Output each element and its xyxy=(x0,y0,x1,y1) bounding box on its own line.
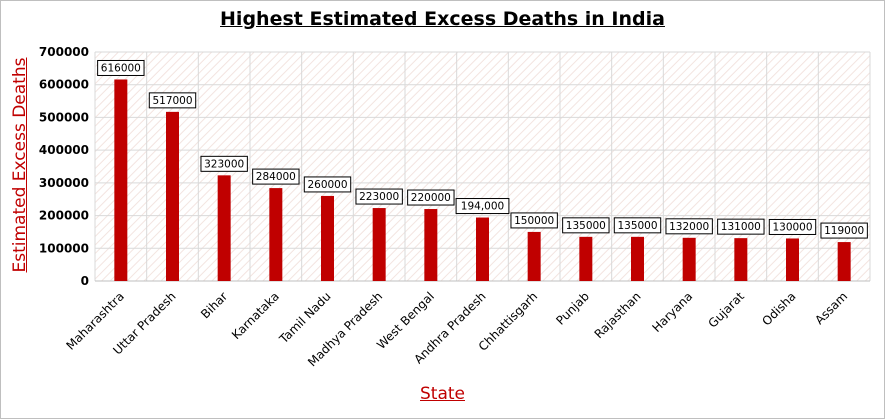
data-label-box xyxy=(510,212,558,229)
chart-title: Highest Estimated Excess Deaths in India xyxy=(220,8,665,30)
data-label: 194,000 xyxy=(461,201,504,213)
x-tick-label: Karnataka xyxy=(229,289,282,342)
data-label-box xyxy=(303,176,352,193)
bar xyxy=(476,217,489,281)
bar xyxy=(682,237,696,281)
data-label: 135000 xyxy=(566,220,606,232)
data-label-box xyxy=(820,222,868,239)
data-label: 131000 xyxy=(721,221,761,233)
y-tick-label: 200000 xyxy=(39,209,89,223)
bar xyxy=(734,238,748,281)
x-tick-label: Assam xyxy=(812,289,850,327)
data-label-box xyxy=(252,168,300,185)
data-label-box xyxy=(97,59,145,76)
data-label-box xyxy=(148,92,197,109)
bar xyxy=(269,188,283,281)
data-label-box xyxy=(665,218,713,235)
data-label: 517000 xyxy=(152,95,192,107)
data-label: 119000 xyxy=(824,225,864,237)
x-tick-label: Tamil Nadu xyxy=(276,289,334,347)
data-label-box xyxy=(455,198,510,215)
bar xyxy=(527,231,541,281)
bar xyxy=(166,111,179,281)
data-label-box xyxy=(768,218,817,235)
x-tick-label: Rajasthan xyxy=(592,289,644,341)
data-label: 135000 xyxy=(617,220,657,232)
y-tick-label: 300000 xyxy=(39,176,89,190)
y-tick-label: 400000 xyxy=(39,143,89,157)
y-tick-label: 700000 xyxy=(39,45,89,59)
data-label: 132000 xyxy=(669,221,709,233)
data-label-box xyxy=(200,155,248,172)
data-label: 284000 xyxy=(256,171,296,183)
bar xyxy=(424,209,438,281)
data-label-box xyxy=(717,218,765,235)
data-label: 220000 xyxy=(411,192,451,204)
data-label: 223000 xyxy=(359,191,399,203)
bar xyxy=(631,236,644,281)
bar xyxy=(786,238,799,281)
data-label: 323000 xyxy=(204,158,244,170)
data-label: 260000 xyxy=(307,179,347,191)
bar xyxy=(114,79,128,281)
data-label: 616000 xyxy=(101,62,141,74)
data-label-box xyxy=(613,217,662,234)
x-tick-label: Gujarat xyxy=(706,289,748,331)
y-tick-label: 100000 xyxy=(39,241,89,255)
bar xyxy=(837,242,851,281)
bar xyxy=(217,175,231,281)
data-label: 150000 xyxy=(514,215,554,227)
data-label: 130000 xyxy=(772,221,812,233)
y-tick-label: 0 xyxy=(81,274,89,288)
y-tick-label: 500000 xyxy=(39,110,89,124)
x-tick-label: Odisha xyxy=(759,289,798,328)
bar xyxy=(579,236,593,281)
x-tick-label: Bihar xyxy=(198,289,230,321)
data-label-box xyxy=(407,189,455,206)
y-tick-label: 600000 xyxy=(39,78,89,92)
data-label-box xyxy=(355,188,403,205)
bar xyxy=(321,195,334,281)
x-tick-label: Haryana xyxy=(650,289,696,335)
x-axis-title: State xyxy=(420,384,465,404)
x-tick-label: Punjab xyxy=(553,289,592,328)
data-label-box xyxy=(562,217,610,234)
bar xyxy=(372,208,386,281)
